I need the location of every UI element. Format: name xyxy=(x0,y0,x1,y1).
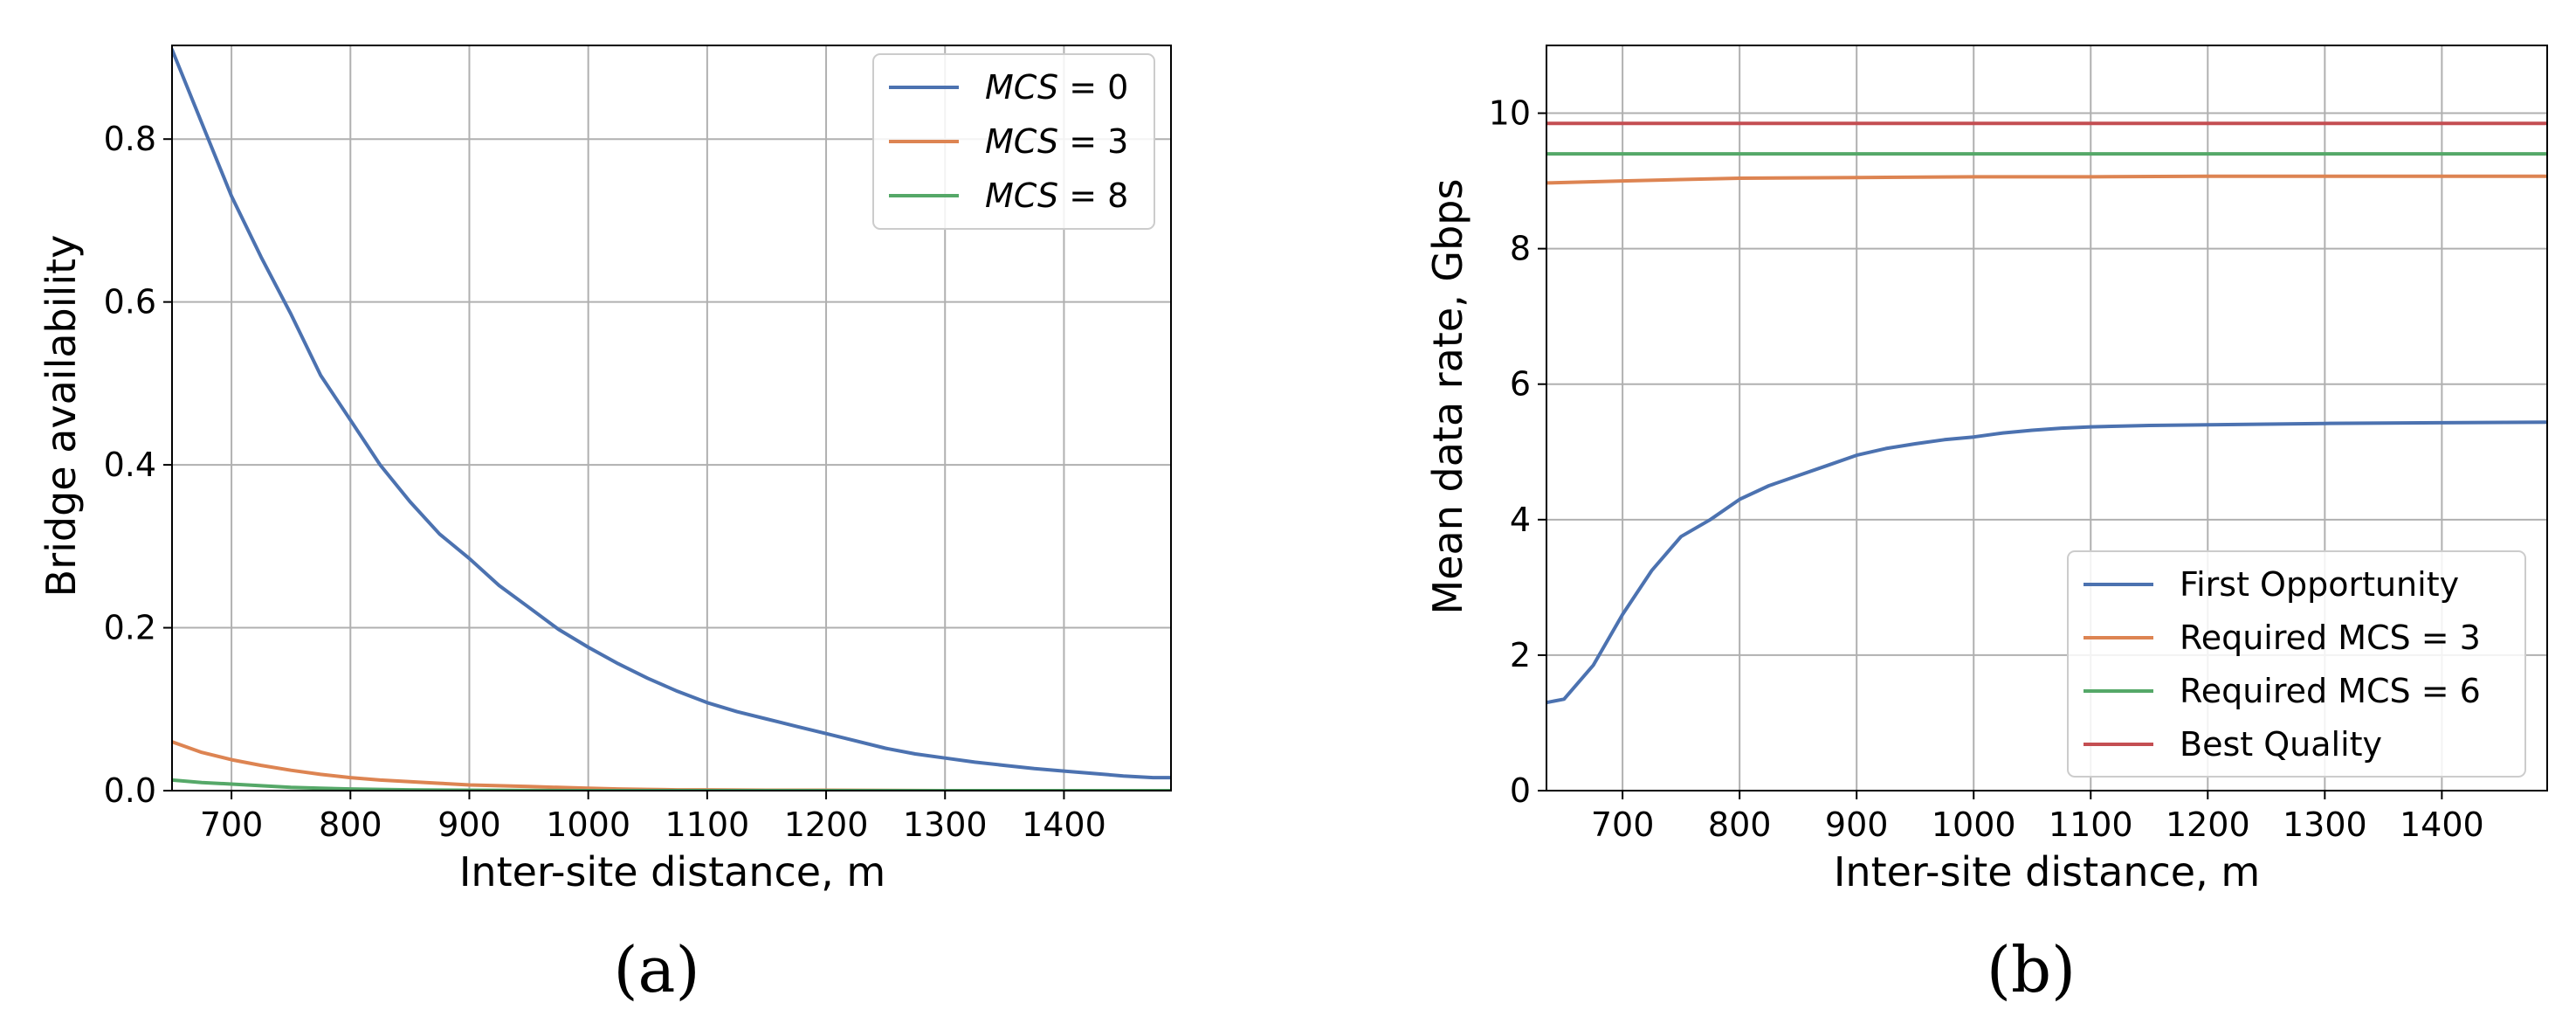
legend-item[interactable]: MCS = 3 xyxy=(889,122,1128,161)
legend-label-value: = 3 xyxy=(1058,122,1128,161)
legend-label: Required MCS = 3 xyxy=(2180,619,2481,657)
legend-item[interactable]: Best Quality xyxy=(2084,725,2382,764)
legend-label-variable: MCS xyxy=(985,176,1058,215)
chart-panel-a: 700 800 900 1000 1100 1200 1300 1400 0.00.20.40… xyxy=(38,45,1172,1006)
x-tick-label: 1400 xyxy=(2400,805,2484,844)
legend-box xyxy=(2067,550,2526,778)
legend-label: MCS = 3 xyxy=(985,122,1128,161)
x-tick-label: 1000 xyxy=(546,805,630,844)
x-tick-label: 900 xyxy=(437,805,501,844)
legend-item[interactable]: MCS = 0 xyxy=(889,68,1128,107)
x-tick-label: 1100 xyxy=(665,805,749,844)
legend-label: Required MCS = 6 xyxy=(2180,672,2481,710)
series-line-1 xyxy=(1546,420,2547,705)
legend-box xyxy=(872,53,1155,230)
y-axis-label-b: Mean data rate, Gbps xyxy=(1424,179,1471,615)
legend-item[interactable]: MCS = 8 xyxy=(889,176,1128,215)
x-tick-label: 1300 xyxy=(2283,805,2367,844)
legend-label: MCS = 0 xyxy=(985,68,1128,107)
y-axis-label-a: Bridge availability xyxy=(38,235,85,598)
x-axis-label-a: Inter-site distance, m xyxy=(459,848,885,895)
legend-item[interactable]: Required MCS = 6 xyxy=(2084,672,2481,710)
y-tick-label: 0.4 xyxy=(104,446,156,484)
y-tick-label: 4 xyxy=(1510,501,1531,539)
x-tick-label: 1100 xyxy=(2049,805,2133,844)
legend-label-value: = 0 xyxy=(1058,68,1128,107)
x-tick-label: 800 xyxy=(319,805,382,844)
x-tick-label: 1000 xyxy=(1932,805,2016,844)
x-axis-label-b: Inter-site distance, m xyxy=(1834,848,2260,895)
y-tick-label: 10 xyxy=(1489,94,1531,133)
x-tick-label: 1300 xyxy=(903,805,988,844)
y-tick-label: 2 xyxy=(1510,636,1531,674)
y-ticks-a: 0.0 0.2 0.4 0.6 0.8 xyxy=(104,120,172,810)
panel-label-b: (b) xyxy=(1987,933,2076,1006)
panel-label-a: (a) xyxy=(613,933,699,1006)
y-tick-label: 0 xyxy=(1510,771,1531,810)
legend-label-variable: MCS xyxy=(985,68,1058,107)
y-tick-label: 6 xyxy=(1510,365,1531,404)
x-tick-label: 1200 xyxy=(2166,805,2250,844)
legend-item[interactable]: First Opportunity xyxy=(2084,565,2459,604)
x-tick-label: 800 xyxy=(1708,805,1772,844)
x-ticks-b: 700 800 900 1000 1100 1200 1300 1400 xyxy=(1591,791,2484,844)
legend-label: Best Quality xyxy=(2180,725,2382,764)
legend-label: MCS = 8 xyxy=(985,176,1128,215)
legend-label-value: = 8 xyxy=(1058,176,1128,215)
x-tick-label: 700 xyxy=(200,805,264,844)
legend-item[interactable]: Required MCS = 3 xyxy=(2084,619,2481,657)
axes-frame-a xyxy=(171,45,1172,792)
x-tick-label: 900 xyxy=(1825,805,1889,844)
axes-frame-b xyxy=(1546,45,2548,792)
x-tick-label: 1200 xyxy=(784,805,869,844)
series-line-1 xyxy=(172,47,1171,780)
legend-label: First Opportunity xyxy=(2180,565,2459,604)
series-b xyxy=(1546,121,2547,705)
x-ticks-a: 700 800 900 1000 1100 1200 1300 1400 xyxy=(200,791,1106,844)
y-tick-label: 0.6 xyxy=(104,283,156,321)
y-ticks-b: 0 2 4 6 8 10 xyxy=(1489,94,1546,810)
y-tick-label: 0.2 xyxy=(104,609,156,647)
y-tick-label: 0.0 xyxy=(104,771,156,810)
legend-b[interactable]: First Opportunity Required MCS = 3 Require… xyxy=(2067,550,2526,778)
chart-panel-b: 700 800 900 1000 1100 1200 1300 1400 0 2 4 6 8 10 In… xyxy=(1424,45,2548,1006)
y-tick-label: 8 xyxy=(1510,230,1531,268)
series-line-3 xyxy=(172,778,1171,791)
legend-label-variable: MCS xyxy=(985,122,1058,161)
x-tick-label: 1400 xyxy=(1022,805,1106,844)
x-tick-label: 700 xyxy=(1591,805,1655,844)
y-tick-label: 0.8 xyxy=(104,120,156,158)
series-line-2 xyxy=(1546,174,2547,185)
